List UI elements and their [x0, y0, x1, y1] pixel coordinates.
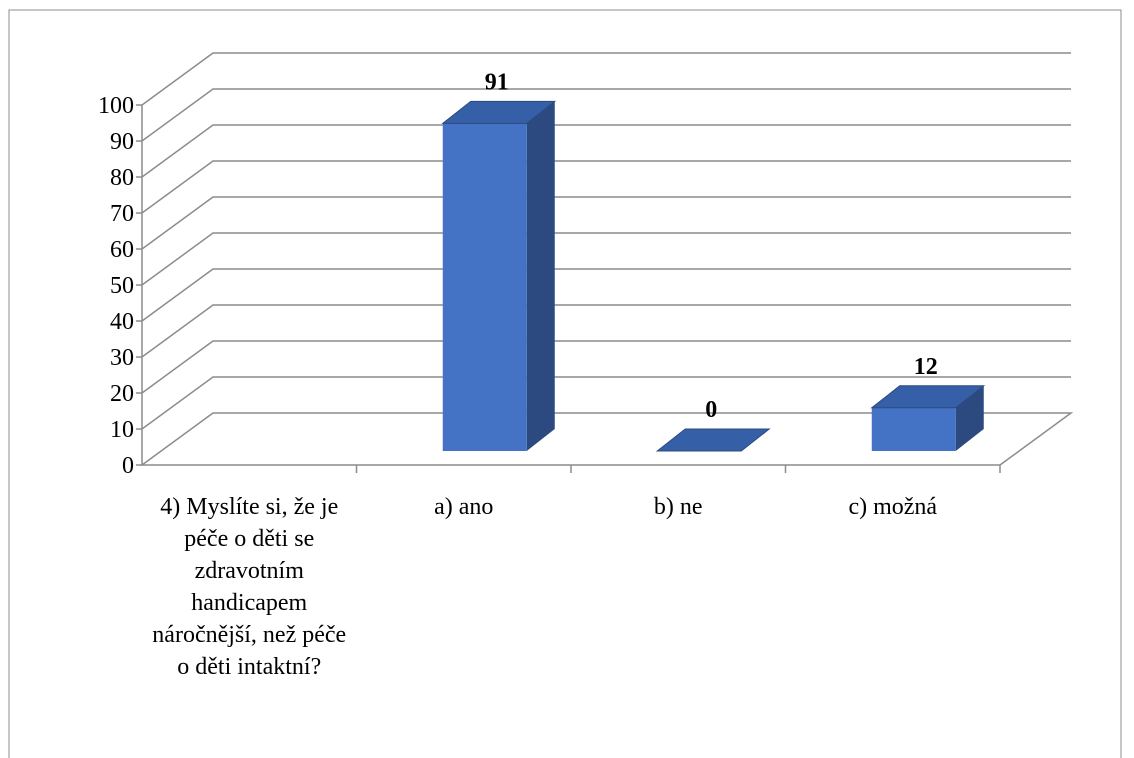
bar-top: [441, 100, 557, 124]
y-tick-label: 10: [110, 417, 134, 443]
y-tick-label: 20: [110, 381, 134, 407]
y-tick-label: 50: [110, 273, 134, 299]
bar-side: [955, 385, 984, 451]
y-tick-label: 40: [110, 309, 134, 335]
x-tick-label: b) ne: [653, 494, 703, 520]
floor: [139, 412, 1074, 466]
data-label: 91: [485, 69, 509, 95]
grid-line: [141, 88, 1071, 142]
x-tick-label: 4) Myslíte si, že je péče o děti se zdra…: [152, 494, 347, 680]
data-label: 12: [914, 354, 938, 380]
grid-line: [141, 304, 1071, 358]
x-tick-label: a) ano: [434, 494, 494, 520]
y-tick-label: 100: [98, 93, 134, 119]
y-tick-label: 60: [110, 237, 134, 263]
y-tick-label: 0: [122, 453, 134, 479]
grid-line: [141, 52, 1071, 106]
y-tick-label: 80: [110, 165, 134, 191]
bar-top: [870, 385, 986, 409]
grid-line: [141, 160, 1071, 214]
grid-line: [141, 268, 1071, 322]
grid-line: [141, 124, 1071, 178]
bar: [871, 407, 956, 451]
chart-frame: [8, 9, 1122, 758]
y-tick-label: 90: [110, 129, 134, 155]
y-tick-label: 30: [110, 345, 134, 371]
grid-line: [141, 340, 1071, 394]
grid-line: [141, 196, 1071, 250]
bar: [442, 123, 527, 452]
grid-line: [141, 376, 1071, 430]
data-label: 0: [705, 397, 717, 423]
y-tick-label: 70: [110, 201, 134, 227]
x-tick-label: c) možná: [848, 494, 938, 520]
bar-side: [526, 101, 555, 452]
bar-top: [655, 428, 771, 452]
grid-line: [141, 232, 1071, 286]
